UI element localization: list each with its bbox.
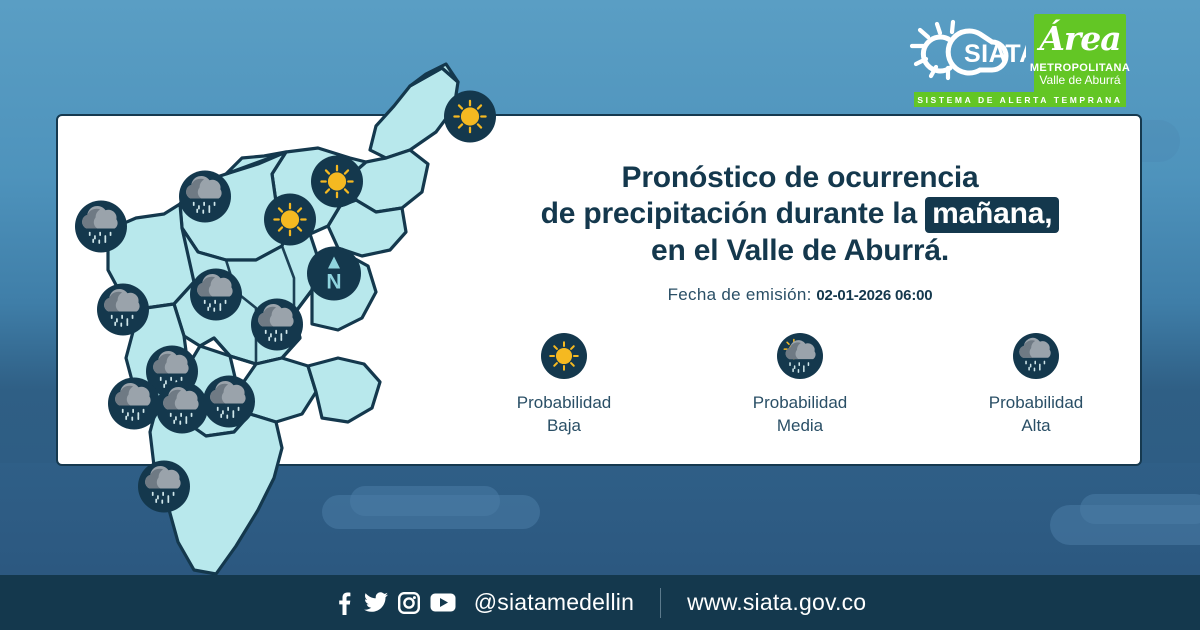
map-marker-baja [444,90,496,148]
title-highlight-manana: mañana, [925,197,1060,233]
background-cloud-decoration [350,486,500,516]
title-line-2: de precipitación durante la mañana, [470,196,1130,233]
emission-date: Fecha de emisión: 02-01-2026 06:00 [470,285,1130,305]
social-icon-group [334,591,456,615]
siata-tagline-band: SISTEMA DE ALERTA TEMPRANA [914,92,1126,107]
twitter-icon [363,591,388,612]
rain-cloud-icon [138,460,190,513]
footer-divider [660,587,662,618]
logo-group: SIATA Área METROPOLITANA Valle de Aburrá [906,14,1130,94]
area-logo-line2: Valle de Aburrá [1039,73,1121,87]
title-line-3: en el Valle de Aburrá. [651,234,949,267]
map-marker-baja [311,155,363,213]
valle-de-aburra-map [50,46,470,576]
legend-label-line2: Alta [1021,416,1051,435]
legend-label: Probabilidad Baja [517,391,612,437]
sun-rain-cloud-icon [777,333,823,379]
area-logo-line1: METROPOLITANA [1029,62,1131,74]
title-line-2-text: de precipitación durante la [540,197,926,230]
legend-label: Probabilidad Alta [989,391,1084,437]
legend-label: Probabilidad Media [753,391,848,437]
website-url[interactable]: www.siata.gov.co [687,589,867,615]
legend-item-baja: Probabilidad Baja [490,333,638,437]
emission-label: Fecha de emisión: [667,285,812,304]
north-arrow-icon [328,256,340,269]
map-marker-alta [138,460,190,518]
area-metropolitana-logo: Área METROPOLITANA Valle de Aburrá [1030,14,1130,94]
area-logo-script: Área [1039,19,1121,58]
rain-cloud-icon [156,381,208,434]
legend-item-alta: Probabilidad Alta [962,333,1110,437]
instagram-icon [397,591,420,614]
map-marker-alta [156,381,208,439]
youtube-icon [430,593,456,612]
rain-cloud-icon [108,377,160,430]
compass-rose: N [307,246,361,306]
map-marker-alta [108,377,160,435]
legend-label-line1: Probabilidad [752,393,848,412]
map-marker-alta [97,283,149,341]
facebook-icon [338,592,351,615]
map-marker-alta [179,170,231,228]
legend-item-media: Probabilidad Media [726,333,874,437]
compass-label: N [326,271,341,294]
title-line-1: Pronóstico de ocurrencia [621,161,979,194]
probability-legend: Probabilidad Baja Probabilidad Media Proba… [470,333,1130,437]
map-marker-baja [264,193,316,251]
sun-icon [541,333,587,379]
siata-logo-text: SIATA [964,40,1026,68]
map-marker-alta [75,200,127,258]
rain-cloud-icon [75,200,127,253]
rain-cloud-icon [203,375,255,428]
rain-cloud-icon [251,298,303,351]
siata-logo: SIATA [906,14,1026,92]
page-title: Pronóstico de ocurrencia de precipitació… [470,160,1130,269]
rain-cloud-icon [1013,333,1059,379]
legend-label-line1: Probabilidad [988,393,1084,412]
rain-cloud-icon [190,268,242,321]
map-marker-alta [203,375,255,433]
siata-tagline-text: SISTEMA DE ALERTA TEMPRANA [917,94,1123,105]
rain-cloud-icon [179,170,231,223]
legend-label-line2: Media [776,416,824,435]
emission-value: 02-01-2026 06:00 [816,287,933,304]
sun-icon [264,193,316,246]
social-handle[interactable]: @siatamedellin [473,589,635,615]
footer-bar: @siatamedellin www.siata.gov.co [0,575,1200,630]
background-cloud-decoration [1080,494,1200,524]
legend-label-line1: Probabilidad [516,393,612,412]
map-marker-alta [190,268,242,326]
sun-icon [311,155,363,208]
sun-icon [444,90,496,143]
forecast-panel: Pronóstico de ocurrencia de precipitació… [470,160,1130,437]
rain-cloud-icon [97,283,149,336]
legend-label-line2: Baja [546,416,581,435]
map-marker-alta [251,298,303,356]
